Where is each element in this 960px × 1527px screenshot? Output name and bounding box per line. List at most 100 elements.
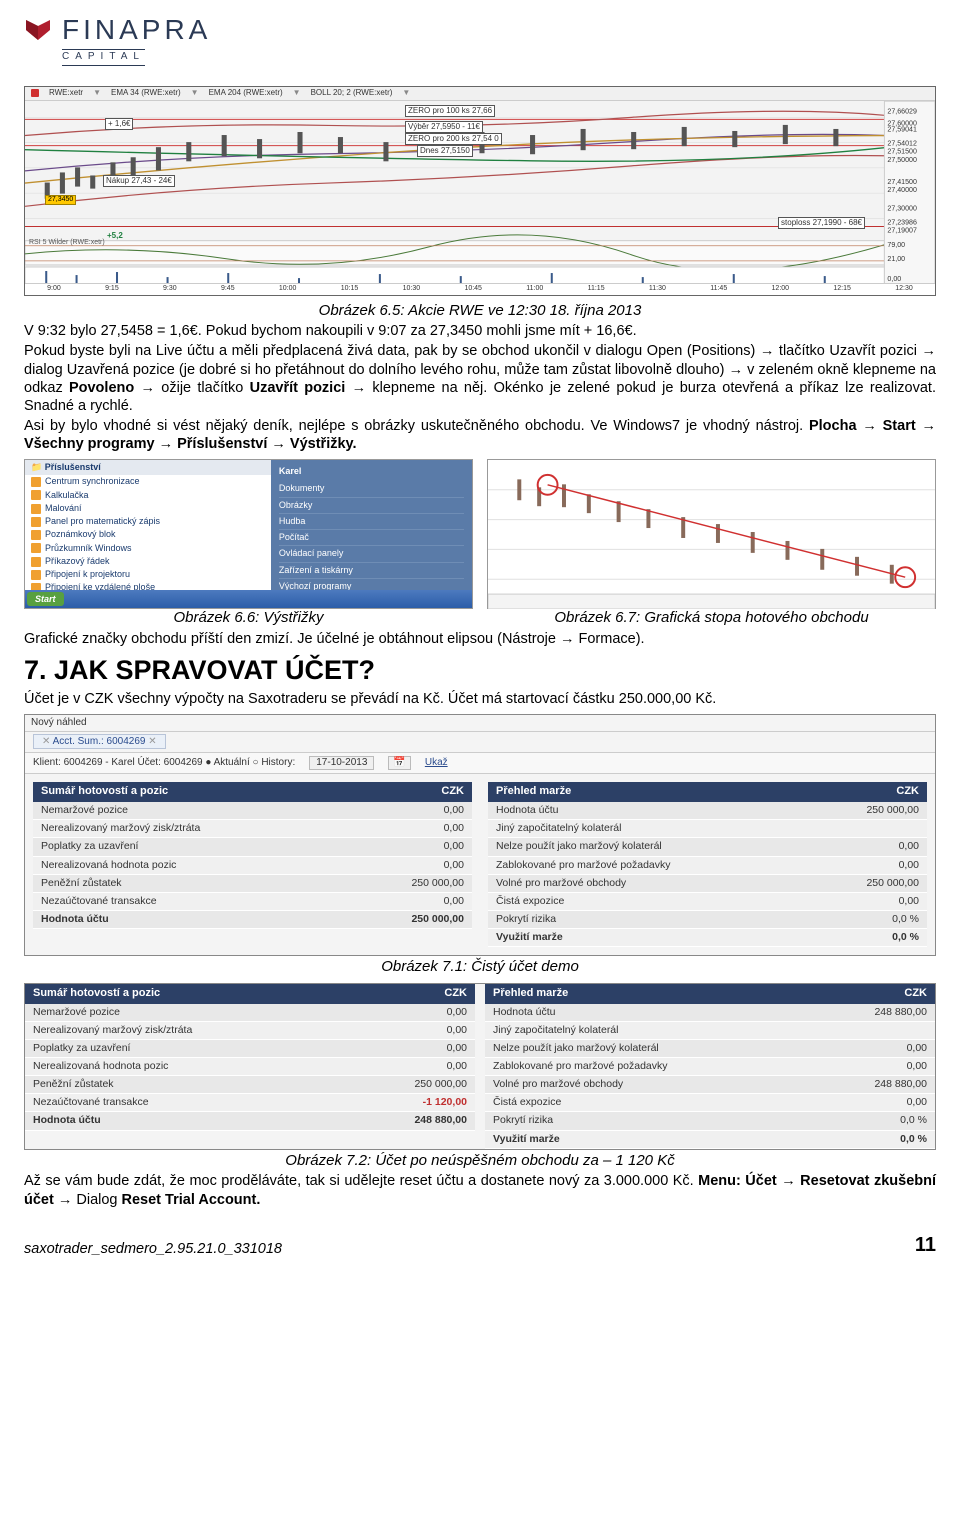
panel-date-field[interactable]: 17-10-2013 [309,756,374,771]
footer-filename: saxotrader_sedmero_2.95.21.0_331018 [24,1240,282,1258]
table-row: Využití marže0,0 % [488,929,927,947]
logo-subtitle: CAPITAL [62,49,145,66]
svg-text:27,23986: 27,23986 [887,219,917,226]
menu-item[interactable]: Kalkulačka [25,489,271,502]
table-row: Hodnota účtu250 000,00 [33,911,472,929]
table-margin-overview-2: Přehled maržeCZK Hodnota účtu248 880,00J… [485,984,935,1149]
menu-right-item[interactable]: Počítač [279,530,464,546]
logo-shield-icon [24,18,52,42]
annot-plus16: + 1,6€ [105,118,133,130]
menu-item[interactable]: Poznámkový blok [25,528,271,541]
menu-item[interactable]: Centrum synchronizace [25,475,271,488]
menu-item[interactable]: Příkazový řádek [25,555,271,568]
menu-user-name: Karel [279,466,464,477]
table-row: Nerealizovaná hodnota pozic0,00 [25,1058,475,1076]
panel-title-bar: Nový náhled [25,715,935,733]
svg-text:79,00: 79,00 [887,241,905,248]
heading-7: 7. JAK SPRAVOVAT ÚČET? [24,654,936,688]
table-row: Pokrytí rizika0,0 % [485,1112,935,1130]
start-button[interactable]: Start [27,592,64,606]
panel-date-picker-icon[interactable]: 📅 [388,756,410,771]
annot-dnes: Dnes 27,5150 [417,145,473,157]
table-row: Nerealizovaný maržový zisk/ztráta0,00 [25,1022,475,1040]
account-panel-7-1: Nový náhled ✕ Acct. Sum.: 6004269 ✕ Klie… [24,714,936,956]
annot-zero100: ZERO pro 100 ks 27,66 [405,105,495,117]
menu-right-item[interactable]: Hudba [279,514,464,530]
svg-text:21,00: 21,00 [887,255,905,262]
table-row: Jiný započitatelný kolaterál [488,820,927,838]
svg-text:27,59041: 27,59041 [887,126,917,133]
panel-tab[interactable]: ✕ Acct. Sum.: 6004269 ✕ [33,734,166,749]
table-row: Čistá expozice0,00 [488,893,927,911]
menu-right-item[interactable]: Ovládací panely [279,546,464,562]
menu-right-item[interactable]: Zařízení a tiskárny [279,563,464,579]
caption-7-2: Obrázek 7.2: Účet po neúspěšném obchodu … [24,1152,936,1171]
paragraph-1a: V 9:32 bylo 27,5458 = 1,6€. Pokud bychom… [24,322,936,340]
table-row: Využití marže0,0 % [485,1131,935,1149]
table-row: Nemaržové pozice0,00 [33,802,472,820]
svg-text:27,50000: 27,50000 [887,156,917,163]
annot-vyber: Výběr 27,5950 - 11€ [405,121,483,133]
table-row: Nemaržové pozice0,00 [25,1004,475,1022]
footer-page-number: 11 [915,1233,936,1258]
table-row: Poplatky za uzavření0,00 [25,1040,475,1058]
paragraph-1b: Pokud byste byli na Live účtu a měli pře… [24,342,936,415]
chart-rwe-intraday: RWE:xetr ▼ EMA 34 (RWE:xetr) ▼ EMA 204 (… [24,86,936,296]
paragraph-3: Grafické značky obchodu příští den zmizí… [24,630,936,648]
table-row: Peněžní zůstatek250 000,00 [33,875,472,893]
menu-item[interactable]: Panel pro matematický zápis [25,515,271,528]
yellow-price-box: 27,3450 [45,195,76,206]
menu-item[interactable]: Malování [25,502,271,515]
caption-7-1: Obrázek 7.1: Čistý účet demo [24,958,936,977]
svg-text:27,19007: 27,19007 [887,227,917,234]
panel-show-link[interactable]: Ukaž [425,757,448,770]
account-panel-7-2: Sumář hotovostí a pozicCZK Nemaržové poz… [24,983,936,1150]
logo: FINAPRA CAPITAL [24,12,936,66]
table-row: Nelze použít jako maržový kolaterál0,00 [488,838,927,856]
svg-text:27,51500: 27,51500 [887,148,917,155]
table-row: Peněžní zůstatek250 000,00 [25,1076,475,1094]
svg-text:27,54012: 27,54012 [887,140,917,147]
table-row: Volné pro maržové obchody248 880,00 [485,1076,935,1094]
table-row: Nezaúčtované transakce0,00 [33,893,472,911]
logo-brand: FINAPRA [62,12,211,47]
table-row: Hodnota účtu250 000,00 [488,802,927,820]
annot-zero200: ZERO pro 200 ks 27,54 0 [405,133,502,145]
table-row: Zablokované pro maržové požadavky0,00 [488,857,927,875]
table-row: Nerealizovaná hodnota pozic0,00 [33,857,472,875]
panel-client-info: Klient: 6004269 - Karel Účet: 6004269 ● … [33,757,295,770]
annot-stoploss: stoploss 27,1990 - 68€ [778,217,865,229]
chart-svg: 27,66029 27,60000 27,59041 27,54012 27,5… [25,87,935,296]
table-row: Zablokované pro maržové požadavky0,00 [485,1058,935,1076]
svg-text:27,30000: 27,30000 [887,205,917,212]
caption-6-6: Obrázek 6.6: Výstřižky [24,609,473,628]
menu-folder-header: 📁 Příslušenství [25,460,271,475]
table-row: Poplatky za uzavření0,00 [33,838,472,856]
table-row: Nelze použít jako maržový kolaterál0,00 [485,1040,935,1058]
table-margin-overview: Přehled maržeCZK Hodnota účtu250 000,00J… [488,782,927,947]
table-cash-positions-2: Sumář hotovostí a pozicCZK Nemaržové poz… [25,984,475,1149]
menu-item[interactable]: Připojení k projektoru [25,568,271,581]
paragraph-2: Asi by bylo vhodné si vést nějaký deník,… [24,417,936,453]
paragraph-4: Účet je v CZK všechny výpočty na Saxotra… [24,690,936,708]
table-row: Čistá expozice0,00 [485,1094,935,1112]
menu-right-item[interactable]: Obrázky [279,498,464,514]
start-menu-screenshot: 📁 Příslušenství Centrum synchronizaceKal… [24,459,473,609]
caption-6-7: Obrázek 6.7: Grafická stopa hotového obc… [487,609,936,628]
paragraph-5: Až se vám bude zdát, že moc proděláváte,… [24,1172,936,1208]
table-row: Hodnota účtu248 880,00 [25,1112,475,1130]
table-row: Nerealizovaný maržový zisk/ztráta0,00 [33,820,472,838]
caption-6-5: Obrázek 6.5: Akcie RWE ve 12:30 18. říjn… [24,302,936,321]
menu-right-item[interactable]: Dokumenty [279,481,464,497]
menu-item[interactable]: Průzkumník Windows [25,542,271,555]
table-row: Volné pro maržové obchody250 000,00 [488,875,927,893]
mini-chart-trade-trace [487,459,936,609]
table-row: Pokrytí rizika0,0 % [488,911,927,929]
mid-indicator-value: +5,2 [107,231,123,241]
table-row: Jiný započitatelný kolaterál [485,1022,935,1040]
annot-nakup: Nákup 27,43 - 24€ [103,175,175,187]
svg-text:27,41500: 27,41500 [887,179,917,186]
svg-text:27,40000: 27,40000 [887,187,917,194]
table-row: Nezaúčtované transakce-1 120,00 [25,1094,475,1112]
rsi-label: RSI 5 Wilder (RWE:xetr) [29,239,105,248]
